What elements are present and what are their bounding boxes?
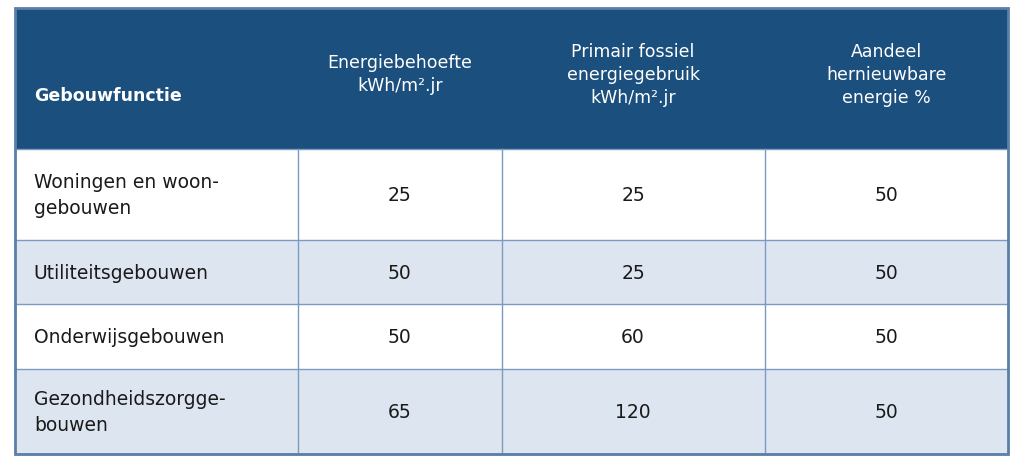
Bar — [15, 305, 1008, 369]
Text: 50: 50 — [875, 263, 898, 282]
Text: Onderwijsgebouwen: Onderwijsgebouwen — [34, 328, 224, 346]
Text: Energiebehoefte
kWh/m².jr: Energiebehoefte kWh/m².jr — [327, 54, 473, 95]
Text: 50: 50 — [388, 328, 411, 346]
Text: Woningen en woon-
gebouwen: Woningen en woon- gebouwen — [34, 172, 219, 218]
Text: 50: 50 — [875, 402, 898, 421]
Text: 50: 50 — [875, 328, 898, 346]
Text: Gebouwfunctie: Gebouwfunctie — [34, 87, 181, 105]
Bar — [15, 240, 1008, 305]
Text: 65: 65 — [388, 402, 411, 421]
Text: 25: 25 — [388, 185, 411, 204]
Text: Primair fossiel
energiegebruik
kWh/m².jr: Primair fossiel energiegebruik kWh/m².jr — [567, 43, 700, 106]
Text: 60: 60 — [621, 328, 644, 346]
Bar — [15, 149, 1008, 240]
Text: 25: 25 — [621, 185, 644, 204]
Text: Utiliteitsgebouwen: Utiliteitsgebouwen — [34, 263, 209, 282]
Text: 50: 50 — [875, 185, 898, 204]
Text: Gezondheidszorgge-
bouwen: Gezondheidszorgge- bouwen — [34, 389, 225, 434]
Text: 25: 25 — [621, 263, 644, 282]
Text: 120: 120 — [615, 402, 651, 421]
Text: 50: 50 — [388, 263, 411, 282]
Text: Aandeel
hernieuwbare
energie %: Aandeel hernieuwbare energie % — [826, 43, 946, 106]
Bar — [15, 369, 1008, 454]
Bar — [15, 9, 1008, 149]
